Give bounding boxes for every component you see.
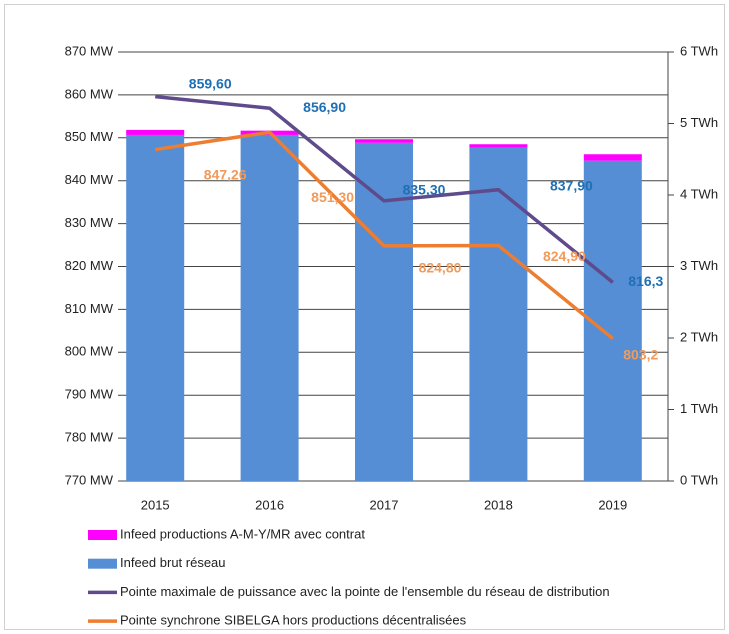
y2-tick-label: 2 TWh — [680, 329, 718, 344]
y2-tick-label: 4 TWh — [680, 186, 718, 201]
legend-swatch — [88, 530, 117, 540]
y2-tick-label: 0 TWh — [680, 472, 718, 487]
data-label: 847,26 — [204, 166, 247, 182]
bar — [126, 134, 185, 481]
x-tick-label: 2016 — [255, 497, 284, 512]
y-tick-label: 870 MW — [65, 43, 114, 58]
y-tick-label: 810 MW — [65, 301, 114, 316]
legend-swatch — [88, 558, 117, 569]
line-series — [154, 130, 614, 340]
y2-tick-label: 1 TWh — [680, 401, 718, 416]
data-label: 859,60 — [189, 75, 232, 91]
data-label: 803,2 — [623, 346, 658, 362]
legend-label: Infeed brut réseau — [120, 555, 226, 570]
bar — [355, 139, 413, 143]
bar — [469, 147, 528, 481]
bar — [240, 134, 299, 481]
legend-label: Infeed productions A-M-Y/MR avec contrat — [120, 526, 365, 541]
y-tick-label: 820 MW — [65, 258, 114, 273]
x-tick-label: 2017 — [370, 497, 399, 512]
bar — [126, 129, 185, 135]
y-tick-label: 770 MW — [65, 472, 114, 487]
y-tick-label: 790 MW — [65, 387, 114, 402]
data-label: 835,30 — [403, 182, 446, 198]
y2-tick-label: 3 TWh — [680, 258, 718, 273]
x-tick-label: 2019 — [598, 497, 627, 512]
y-tick-label: 860 MW — [65, 86, 114, 101]
y-tick-label: 840 MW — [65, 172, 114, 187]
bar — [583, 154, 642, 161]
line-series — [155, 94, 614, 284]
bar — [469, 144, 528, 148]
y-tick-label: 830 MW — [65, 215, 114, 230]
data-label: 856,90 — [303, 99, 346, 115]
x-tick-label: 2018 — [484, 497, 513, 512]
data-label: 824,90 — [543, 248, 586, 264]
y-tick-label: 780 MW — [65, 430, 114, 445]
y2-tick-label: 5 TWh — [680, 115, 718, 130]
data-label: 824,80 — [419, 260, 462, 276]
legend-label: Pointe maximale de puissance avec la poi… — [120, 584, 610, 599]
data-label: 851,30 — [311, 189, 354, 205]
y2-tick-label: 6 TWh — [680, 43, 718, 58]
data-label: 816,3 — [628, 273, 663, 289]
y-tick-label: 800 MW — [65, 344, 114, 359]
legend-label: Pointe synchrone SIBELGA hors production… — [120, 613, 467, 628]
y-tick-label: 850 MW — [65, 129, 114, 144]
data-label: 837,90 — [550, 177, 593, 193]
x-tick-label: 2015 — [141, 497, 170, 512]
